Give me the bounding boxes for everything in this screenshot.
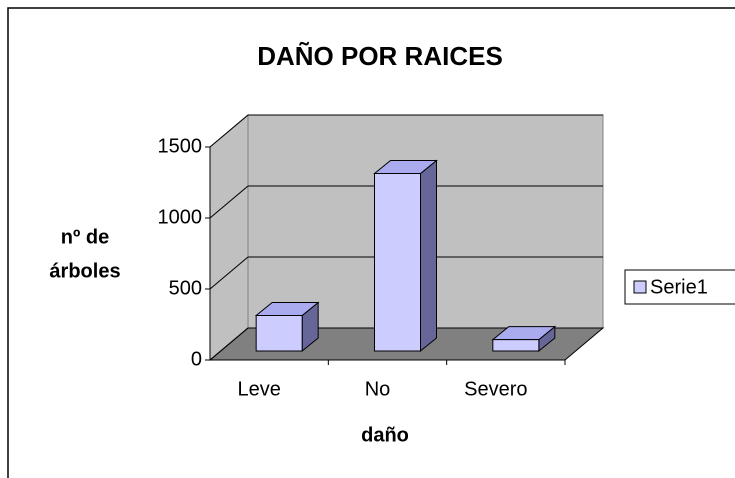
bar (255, 315, 303, 352)
grid-line (209, 256, 249, 290)
legend-swatch (633, 280, 647, 294)
side-wall (209, 113, 249, 362)
grid-line (209, 185, 249, 219)
grid-line (209, 114, 249, 148)
bar-side (420, 159, 437, 353)
x-tick-label: Severo (464, 378, 527, 400)
bar (374, 173, 421, 352)
y-tick-label: 1000 (158, 206, 203, 228)
chart-title: DAÑO POR RAICES (257, 41, 503, 71)
bar (492, 339, 540, 352)
y-axis-title: árboles (49, 260, 120, 282)
x-tick-label: No (365, 378, 391, 400)
y-tick-label: 0 (191, 348, 202, 370)
y-axis-title: nº de (61, 226, 109, 248)
x-axis-title: daño (361, 424, 409, 446)
y-tick-label: 500 (169, 277, 202, 299)
grid-line (209, 327, 249, 361)
x-tick-label: Leve (237, 378, 280, 400)
y-tick-label: 1500 (158, 135, 203, 157)
legend-label: Serie1 (650, 276, 708, 298)
